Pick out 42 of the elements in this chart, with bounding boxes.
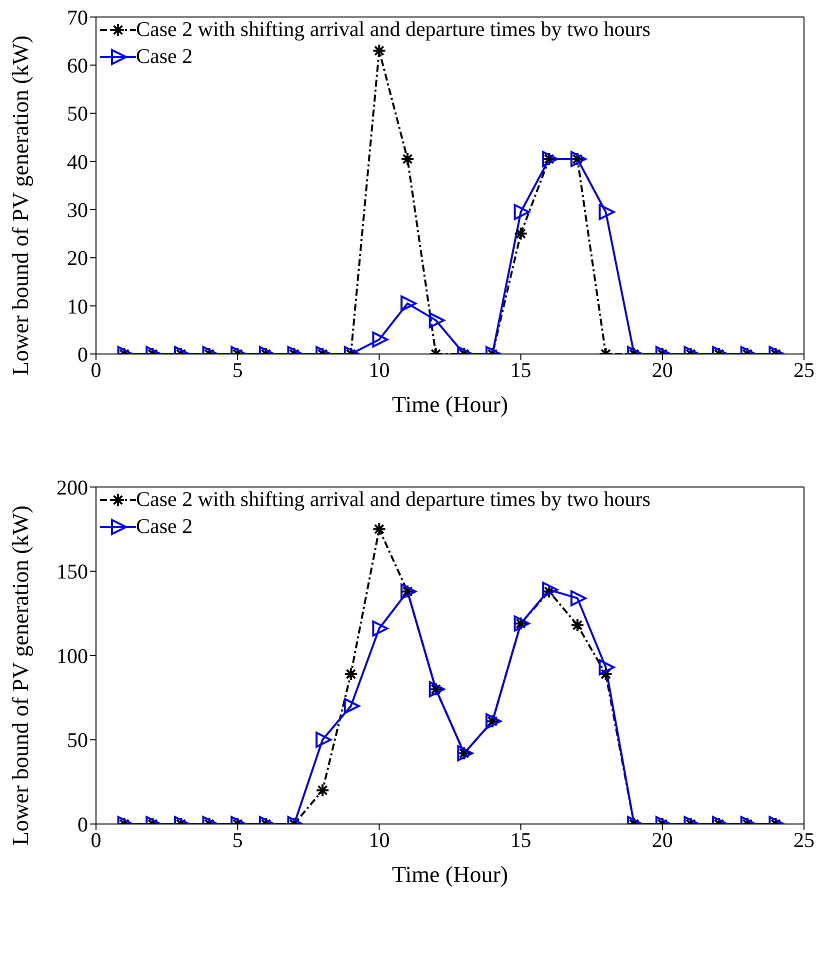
y-axis-title: Lower bound of PV generation (kW) [8, 505, 34, 846]
y-tick-label: 10 [67, 294, 88, 318]
x-tick-label: 15 [510, 358, 532, 382]
point [598, 659, 615, 676]
y-tick-label: 30 [67, 198, 88, 222]
point [570, 590, 586, 606]
point [372, 522, 386, 536]
y-tick-label: 70 [67, 5, 88, 30]
y-tick-label: 150 [56, 560, 88, 584]
x-tick-label: 25 [794, 828, 814, 852]
y-tick-label: 50 [67, 728, 88, 752]
x-tick-label: 25 [794, 358, 814, 382]
y-tick-label: 100 [56, 644, 88, 668]
x-tick-label: 10 [368, 828, 390, 852]
y-tick-label: 200 [56, 475, 88, 500]
legend-label: Case 2 [136, 43, 193, 70]
point [598, 204, 615, 220]
legend-label: Case 2 with shifting arrival and departure times by two hours [136, 16, 650, 43]
y-tick-label: 50 [67, 102, 88, 126]
legend-label: Case 2 with shifting arrival and departure times by two hours [136, 486, 650, 513]
point [344, 667, 358, 682]
x-axis-title: Time (Hour) [392, 862, 508, 887]
y-tick-label: 40 [67, 150, 88, 174]
point [570, 618, 584, 632]
y-tick-label: 60 [67, 54, 88, 78]
x-axis-title: Time (Hour) [392, 392, 508, 417]
y-tick-label: 0 [78, 342, 88, 366]
y-tick-label: 20 [67, 246, 88, 270]
point [400, 152, 415, 166]
x-tick-label: 20 [652, 358, 673, 382]
legend-label: Case 2 [136, 513, 193, 540]
x-tick-label: 5 [232, 828, 243, 852]
point [598, 667, 613, 682]
x-tick-label: 15 [510, 828, 532, 852]
y-tick-label: 0 [78, 812, 88, 836]
point [372, 620, 388, 637]
x-tick-label: 10 [368, 358, 390, 382]
x-tick-label: 20 [652, 828, 673, 852]
x-tick-label: 5 [232, 358, 243, 382]
point [514, 226, 528, 241]
point [514, 204, 530, 220]
y-axis-title: Lower bound of PV generation (kW) [8, 35, 34, 376]
